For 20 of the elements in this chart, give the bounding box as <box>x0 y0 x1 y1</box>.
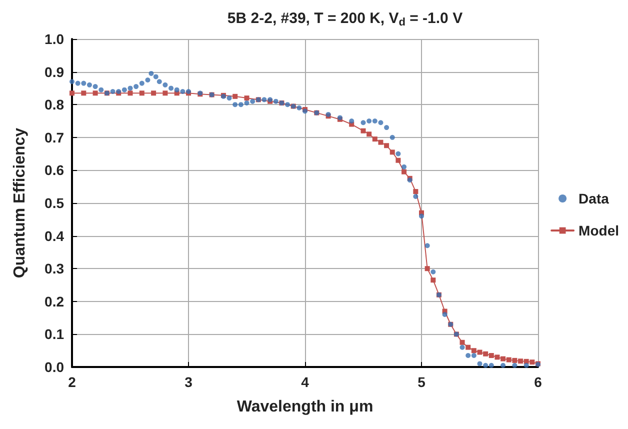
y-tick-label: 0.5 <box>44 195 64 211</box>
y-tick-label: 0.1 <box>44 326 64 342</box>
x-tick-label: 2 <box>68 374 76 390</box>
y-tick-label: 0.4 <box>44 228 64 244</box>
y-tick-label: 0.3 <box>44 260 64 277</box>
y-tick-label: 0.0 <box>44 359 64 375</box>
x-tick-label: 5 <box>418 374 426 390</box>
y-tick-label: 0.6 <box>44 162 64 178</box>
y-axis-title: Quantum Efficiency <box>12 128 28 278</box>
x-tick-label: 4 <box>301 374 310 390</box>
x-tick-label: 6 <box>534 374 542 390</box>
x-tick-label: 3 <box>184 374 193 390</box>
y-tick-label: 0.2 <box>44 293 64 310</box>
y-tick-label: 0.8 <box>44 96 64 113</box>
y-tick-label: 0.7 <box>44 129 64 146</box>
y-tick-label: 0.9 <box>44 64 64 80</box>
x-axis-title: Wavelength in μm <box>236 398 374 416</box>
legend-label: Model <box>578 222 620 238</box>
y-tick-label: 1.0 <box>44 31 64 47</box>
legend-label: Data <box>578 190 610 206</box>
